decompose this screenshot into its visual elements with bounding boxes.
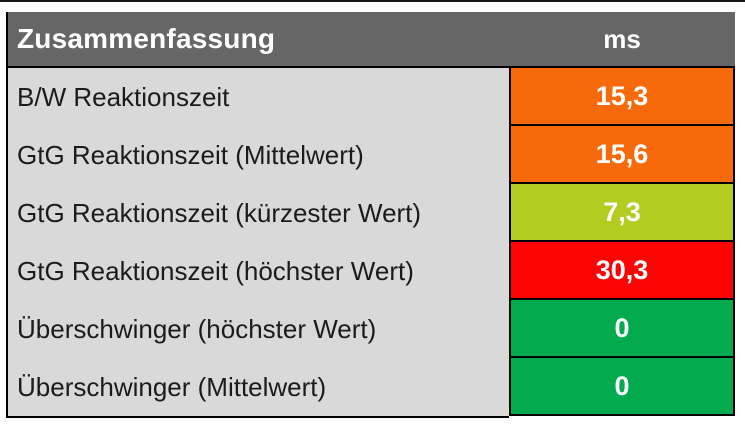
row-value-gtg-hoechster-wert: 30,3	[509, 240, 735, 300]
top-divider-line	[0, 0, 745, 2]
value-column: 15,3 15,6 7,3 30,3 0 0	[509, 66, 735, 418]
row-label-ueberschwinger-hoechster-wert: Überschwinger (höchster Wert)	[17, 313, 377, 344]
unit-column-header: ms	[603, 23, 641, 54]
row-value-gtg-kuerzester-wert: 7,3	[509, 182, 735, 242]
row-value-gtg-mittelwert: 15,6	[509, 124, 735, 184]
row-value-ueberschwinger-hoechster-wert: 0	[509, 298, 735, 358]
row-label-bw-reaktionszeit: B/W Reaktionszeit	[17, 81, 230, 112]
table-body: B/W Reaktionszeit GtG Reaktionszeit (Mit…	[6, 66, 735, 418]
row-label-gtg-kuerzester-wert: GtG Reaktionszeit (kürzester Wert)	[17, 197, 422, 228]
label-column: B/W Reaktionszeit GtG Reaktionszeit (Mit…	[6, 66, 509, 418]
row-label-gtg-mittelwert: GtG Reaktionszeit (Mittelwert)	[17, 139, 364, 170]
row-value-bw-reaktionszeit: 15,3	[509, 66, 735, 126]
table-title: Zusammenfassung	[17, 23, 276, 54]
row-value-ueberschwinger-mittelwert: 0	[509, 356, 735, 416]
row-label-ueberschwinger-mittelwert: Überschwinger (Mittelwert)	[17, 371, 327, 402]
table-header-row: Zusammenfassung ms	[6, 12, 735, 66]
row-label-gtg-hoechster-wert: GtG Reaktionszeit (höchster Wert)	[17, 255, 414, 286]
summary-table: Zusammenfassung ms B/W Reaktionszeit GtG…	[6, 12, 735, 418]
